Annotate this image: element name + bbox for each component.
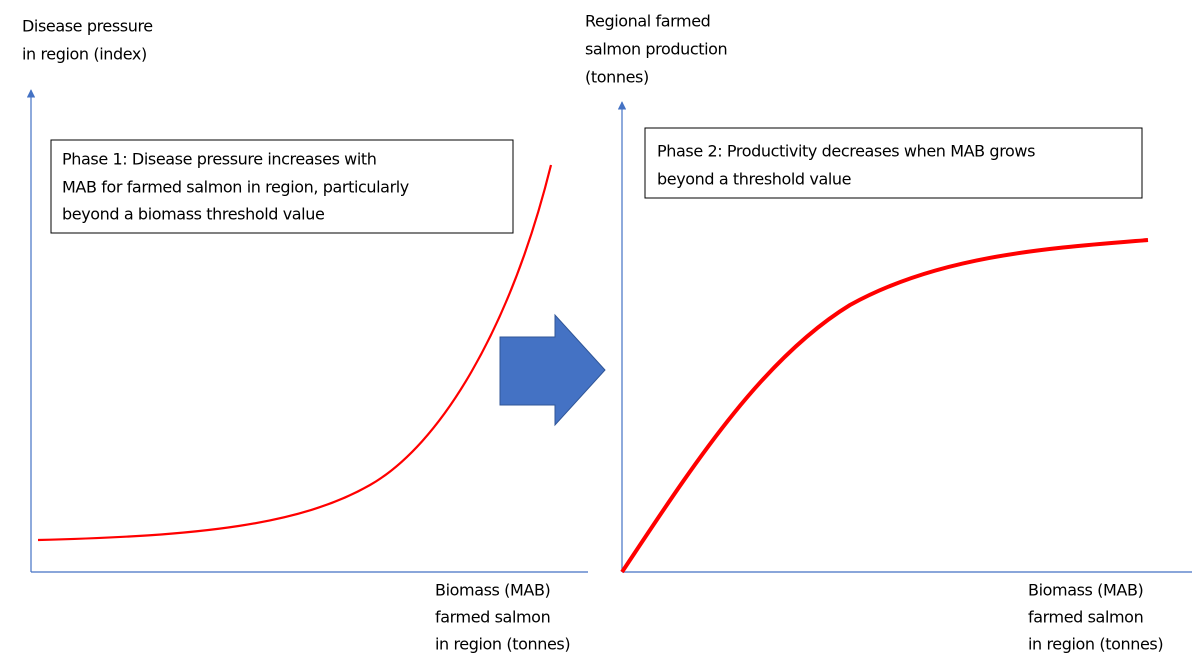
annotation-text: Phase 2: Productivity decreases when MAB… xyxy=(657,142,1035,161)
annotation-text: MAB for farmed salmon in region, particu… xyxy=(62,178,409,197)
y-axis-label: Regional farmed xyxy=(585,12,710,31)
y-axis-label: in region (index) xyxy=(22,45,147,64)
right-panel: Phase 2: Productivity decreases when MAB… xyxy=(585,12,1192,654)
y-axis-label: (tonnes) xyxy=(585,68,649,87)
annotation-text: beyond a biomass threshold value xyxy=(62,205,324,224)
x-axis-label: Biomass (MAB) xyxy=(1028,581,1143,600)
y-axis-label: salmon production xyxy=(585,40,727,59)
disease-curve xyxy=(37,164,553,542)
x-axis-label: in region (tonnes) xyxy=(1028,635,1163,654)
transition-arrow xyxy=(499,313,606,427)
x-axis-label: farmed salmon xyxy=(435,608,550,627)
annotation-box xyxy=(644,127,1143,199)
annotation-text: Phase 1: Disease pressure increases with xyxy=(62,150,377,169)
x-axis-label: farmed salmon xyxy=(1028,608,1143,627)
x-axis-label: in region (tonnes) xyxy=(435,635,570,654)
x-axis-label: Biomass (MAB) xyxy=(435,581,550,600)
y-axis-label: Disease pressure xyxy=(22,17,153,36)
annotation-text: beyond a threshold value xyxy=(657,170,851,189)
annotation-box xyxy=(50,139,514,234)
production-curve xyxy=(620,238,1149,574)
left-panel: Phase 1: Disease pressure increases with… xyxy=(22,17,588,654)
